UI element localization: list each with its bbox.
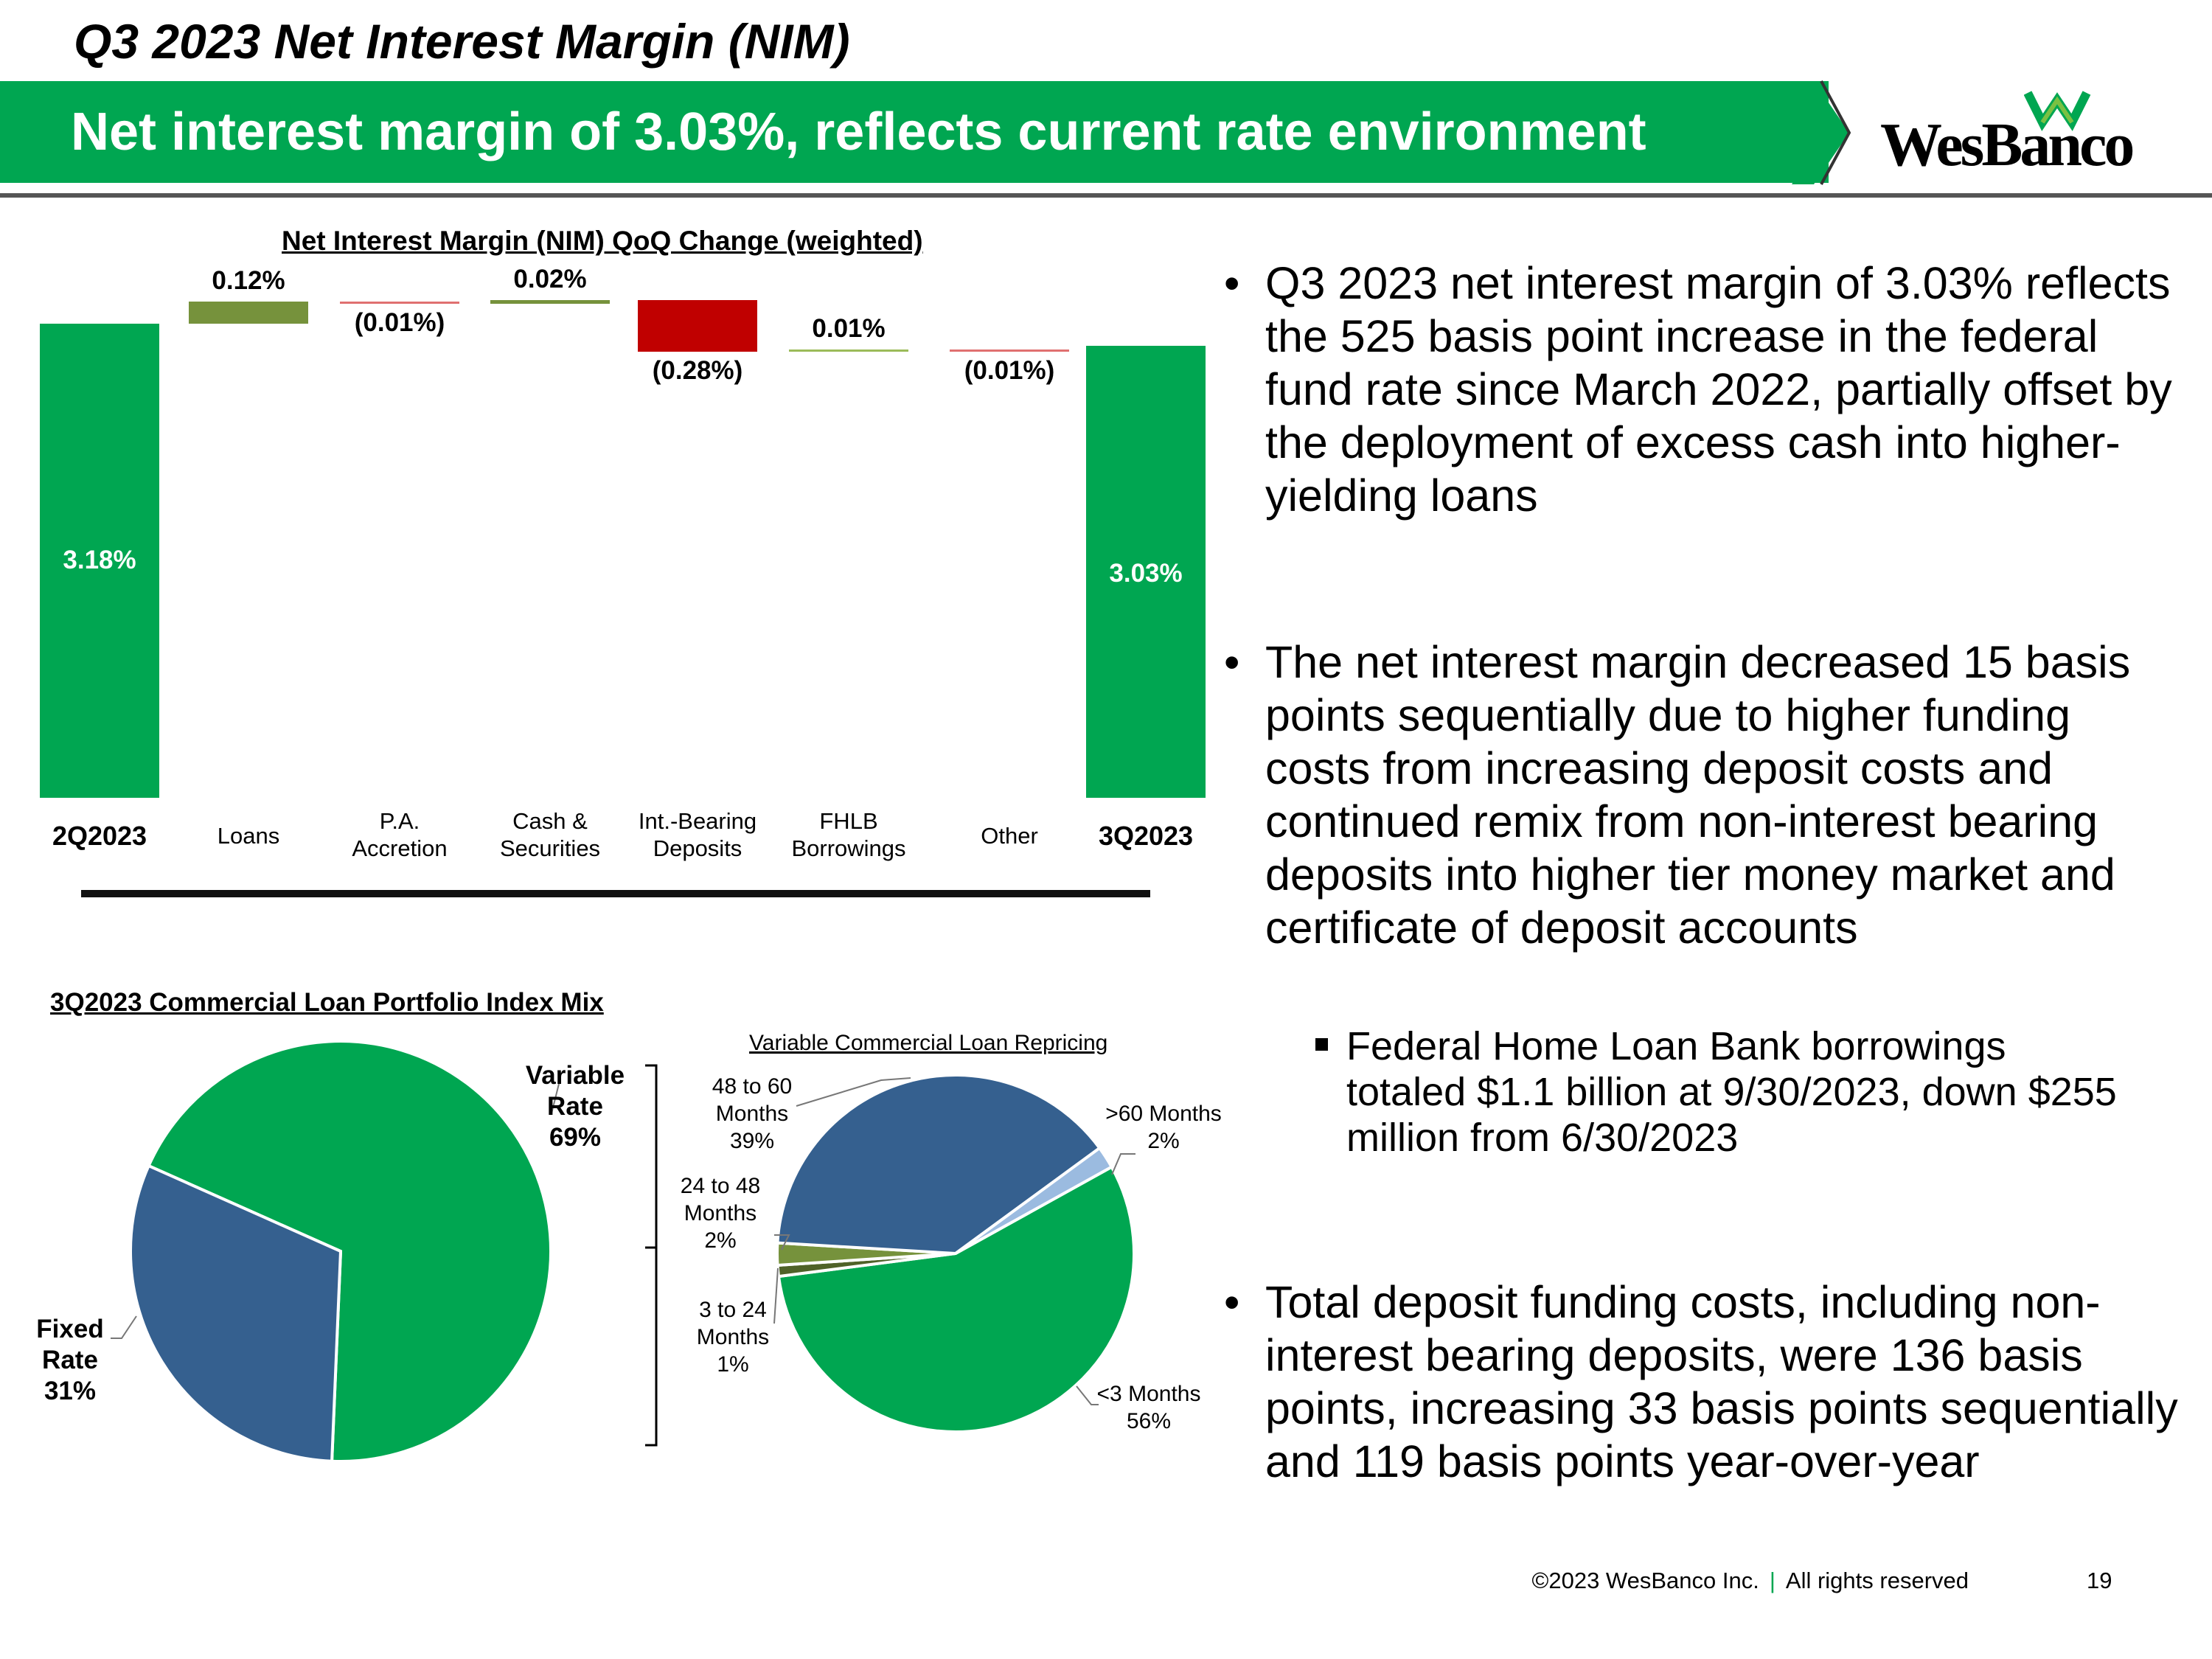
waterfall-category-0: 2Q2023 (52, 821, 147, 851)
pie2-label-over60: >60 Months 2% (1105, 1102, 1222, 1153)
waterfall-value-label-7: 3.03% (1109, 559, 1183, 588)
logo-wordmark: WesBanco (1880, 111, 2135, 179)
pie2-slice-48to60 (776, 1074, 1102, 1256)
bullet-1-text: Q3 2023 net interest margin of 3.03% ref… (1265, 258, 2172, 521)
pie2-label-24to48: 24 to 48 Months 2% (680, 1174, 761, 1253)
waterfall-value-label-6: (0.01%) (964, 356, 1055, 385)
waterfall-title: Net Interest Margin (NIM) QoQ Change (we… (282, 226, 923, 256)
wesbanco-logo-icon (2024, 91, 2091, 131)
waterfall-bar-1 (189, 302, 308, 324)
bullet-dot: • (1224, 1277, 1240, 1327)
bullet-3-text: Total deposit funding costs, including n… (1265, 1277, 2178, 1486)
pie1-leader-fixed (111, 1315, 137, 1339)
repricing-pie (773, 1074, 1135, 1434)
pie2-leader-over60 (1111, 1153, 1135, 1175)
bullet-3: • Total deposit funding costs, including… (1224, 1276, 2187, 1488)
page-title: Q3 2023 Net Interest Margin (NIM) (74, 14, 850, 69)
bullet-1: • Q3 2023 net interest margin of 3.03% r… (1224, 257, 2187, 522)
banner-chevron-icon (1792, 80, 1851, 185)
waterfall-bar-7 (1086, 346, 1206, 798)
waterfall-category-4: Int.-Bearing Deposits (638, 808, 757, 861)
waterfall-category-1: Loans (217, 823, 280, 849)
waterfall-bar-3 (490, 300, 610, 304)
bullet-2-text: The net interest margin decreased 15 bas… (1265, 637, 2131, 953)
pie2-label-3to24: 3 to 24 Months 1% (696, 1298, 770, 1377)
pie2-slice-under3 (776, 1164, 1135, 1434)
waterfall-value-label-5: 0.01% (812, 314, 886, 343)
waterfall-category-5: FHLB Borrowings (791, 808, 906, 861)
pie2-label-under3: <3 Months 56% (1096, 1382, 1201, 1433)
pie2-leader-48to60 (796, 1077, 911, 1107)
pie1-label-variable: Variable Rate 69% (525, 1061, 625, 1152)
footer-copyright: ©2023 WesBanco Inc. (1531, 1568, 1759, 1593)
footer-separator: | (1769, 1568, 1775, 1593)
waterfall-value-label-0: 3.18% (63, 546, 136, 574)
waterfall-category-2: P.A. Accretion (352, 808, 448, 861)
pie1-leader-variable (551, 1083, 560, 1114)
waterfall-baseline (81, 890, 1150, 897)
waterfall-value-label-2: (0.01%) (354, 308, 445, 337)
waterfall-value-label-4: (0.28%) (652, 356, 743, 385)
waterfall-bar-0 (40, 324, 159, 798)
footer-rights: All rights reserved (1785, 1568, 1969, 1593)
waterfall-category-3: Cash & Securities (499, 808, 601, 861)
title-banner (0, 81, 1829, 183)
pie2-label-48to60: 48 to 60 Months 39% (712, 1074, 793, 1153)
pie2-title: Variable Commercial Loan Repricing (749, 1031, 1108, 1055)
pie-bracket (645, 1064, 658, 1447)
waterfall-value-label-3: 0.02% (513, 265, 587, 293)
waterfall-bar-6 (950, 349, 1069, 352)
pie1-slice-fixed (129, 1164, 343, 1463)
square-bullet-icon (1315, 1038, 1328, 1051)
footer: ©2023 WesBanco Inc. | All rights reserved (1532, 1568, 1969, 1594)
pie2-leader-under3 (1076, 1385, 1099, 1405)
banner-headline: Net interest margin of 3.03%, reflects c… (71, 102, 1646, 161)
pie1-slice-variable (146, 1040, 552, 1463)
bullet-dot: • (1224, 637, 1240, 687)
bullet-2: • The net interest margin decreased 15 b… (1224, 636, 2187, 954)
pie2-leader-24to48 (774, 1234, 790, 1251)
waterfall-bar-2 (340, 302, 459, 304)
pie1-title: 3Q2023 Commercial Loan Portfolio Index M… (50, 988, 604, 1017)
bullet-dot: • (1224, 258, 1240, 308)
waterfall-bar-4 (638, 300, 757, 352)
waterfall-category-6: Other (981, 823, 1038, 849)
page-number: 19 (2087, 1568, 2112, 1593)
pie2-slice-over60 (954, 1146, 1114, 1255)
sub-bullet-text: Federal Home Loan Bank borrowings totale… (1346, 1024, 2117, 1160)
header-divider (0, 193, 2212, 198)
pie1-label-fixed: Fixed Rate 31% (36, 1315, 104, 1405)
sub-bullet: Federal Home Loan Bank borrowings totale… (1315, 1023, 2126, 1161)
index-mix-pie (111, 1040, 560, 1463)
waterfall-value-label-1: 0.12% (212, 266, 285, 295)
waterfall-category-7: 3Q2023 (1098, 821, 1194, 851)
waterfall-bar-5 (789, 349, 908, 352)
pie2-leader-3to24 (773, 1267, 779, 1324)
